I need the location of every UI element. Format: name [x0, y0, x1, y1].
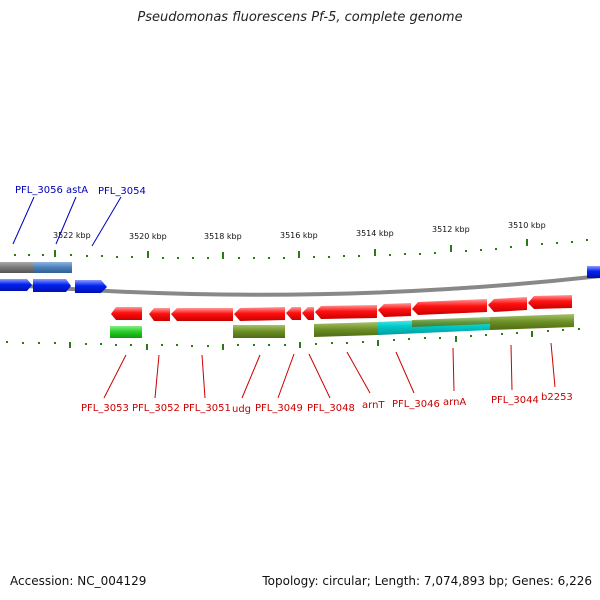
gene-forward-PFL_3056[interactable]	[0, 279, 32, 291]
gene-label-arnA[interactable]: arnA	[443, 397, 466, 408]
gene-label-PFL_3052[interactable]: PFL_3052	[132, 403, 180, 414]
scale-label: 3522 kbp	[53, 231, 91, 240]
feature-olive-bottom[interactable]	[412, 317, 490, 327]
gene-reverse-PFL_3051[interactable]	[171, 308, 233, 321]
feature-gray-top[interactable]	[0, 262, 34, 273]
scale-label: 3510 kbp	[508, 221, 546, 230]
gene-label-astA[interactable]: astA	[66, 185, 88, 196]
gene-forward-astA[interactable]	[33, 279, 71, 292]
gene-reverse-PFL_3046[interactable]	[378, 303, 411, 317]
gene-label-PFL_3049[interactable]: PFL_3049	[255, 403, 303, 414]
scale-label: 3518 kbp	[204, 232, 242, 241]
gene-label-PFL_3048[interactable]: PFL_3048	[307, 403, 355, 414]
gene-label-PFL_3044[interactable]: PFL_3044	[491, 395, 539, 406]
gene-label-b2253[interactable]: b2253	[541, 392, 573, 403]
feature-olive-bottom[interactable]	[314, 322, 378, 337]
gene-forward-PFL_3054[interactable]	[75, 280, 107, 293]
gene-reverse-PFL_3052[interactable]	[149, 308, 170, 321]
feature-steelblue-top[interactable]	[34, 262, 72, 273]
gene-reverse-udg[interactable]	[234, 307, 285, 321]
map-title: Pseudomonas fluorescens Pf-5, complete g…	[137, 10, 463, 25]
accession-text: Accession: NC_004129	[10, 574, 147, 588]
gene-label-PFL_3056[interactable]: PFL_3056	[15, 185, 63, 196]
feature-green-bottom[interactable]	[110, 326, 142, 338]
gene-reverse-b2253[interactable]	[528, 295, 572, 309]
genome-stats-text: Topology: circular; Length: 7,074,893 bp…	[262, 574, 592, 588]
top-leader-lines	[12, 196, 122, 247]
scale-label: 3516 kbp	[280, 231, 318, 240]
gene-reverse-arnT[interactable]	[315, 305, 377, 319]
scale-label: 3514 kbp	[356, 229, 394, 238]
gene-reverse-PFL_3048[interactable]	[302, 307, 314, 320]
gene-reverse-arnA[interactable]	[412, 299, 487, 315]
gene-reverse-PFL_3049[interactable]	[286, 307, 301, 320]
gene-label-udg[interactable]: udg	[232, 404, 251, 415]
scale-label: 3512 kbp	[432, 225, 470, 234]
gene-reverse-PFL_3044[interactable]	[488, 297, 527, 312]
gene-label-PFL_3046[interactable]: PFL_3046	[392, 399, 440, 410]
feature-olive-bottom[interactable]	[233, 325, 285, 338]
outer-tick-row	[14, 239, 588, 259]
gene-reverse-PFL_3053[interactable]	[111, 307, 142, 320]
scale-label: 3520 kbp	[129, 232, 167, 241]
gene-label-PFL_3053[interactable]: PFL_3053	[81, 403, 129, 414]
gene-label-PFL_3051[interactable]: PFL_3051	[183, 403, 231, 414]
bottom-leader-lines	[103, 342, 556, 399]
inner-tick-row	[6, 328, 580, 350]
gene-label-PFL_3054[interactable]: PFL_3054	[98, 186, 146, 197]
gene-forward-right[interactable]	[587, 266, 600, 278]
gene-label-arnT[interactable]: arnT	[362, 400, 385, 411]
feature-olive-bottom[interactable]	[490, 314, 574, 330]
